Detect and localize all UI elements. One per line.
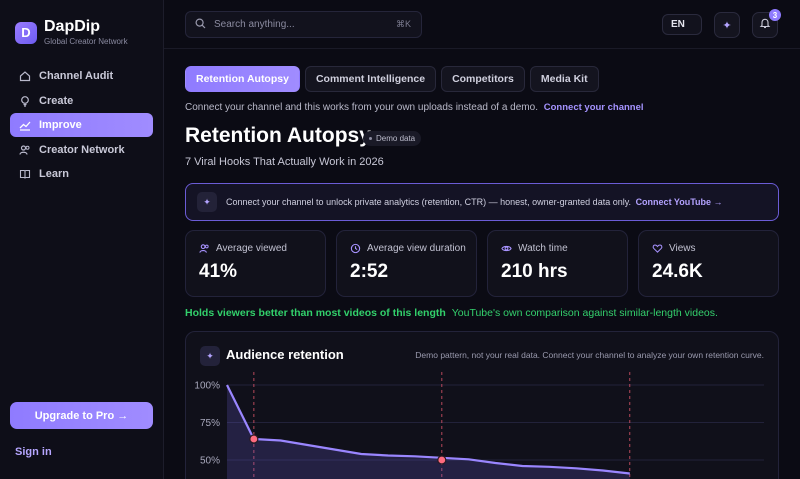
brand[interactable]: D DapDip Global Creator Network: [15, 18, 128, 47]
connect-banner: ✦ Connect your channel to unlock private…: [185, 183, 779, 221]
sidebar: D DapDip Global Creator Network Channel …: [0, 0, 164, 479]
retention-marker: [249, 434, 259, 444]
stats-row: Average viewed 41% Average view duration…: [185, 230, 779, 297]
search-input[interactable]: [214, 19, 384, 30]
search-box[interactable]: ⌘K: [185, 11, 422, 38]
book-icon: [19, 168, 31, 180]
stat-label: Watch time: [518, 243, 568, 254]
tab-bar: Retention Autopsy Comment Intelligence C…: [185, 66, 779, 92]
demo-chip-label: Demo data: [376, 134, 416, 143]
search-shortcut: ⌘K: [395, 19, 411, 29]
stat-card-average-viewed: Average viewed 41%: [185, 230, 326, 297]
retention-marker: [437, 455, 447, 465]
brand-tagline: Global Creator Network: [44, 37, 128, 46]
tab-retention-autopsy[interactable]: Retention Autopsy: [185, 66, 300, 92]
users-icon: [199, 243, 210, 254]
sidebar-item-label: Learn: [39, 168, 69, 181]
sidebar-item-label: Improve: [39, 119, 82, 132]
sidebar-item-improve[interactable]: Improve: [10, 113, 153, 138]
notification-badge: 3: [769, 9, 781, 21]
retention-area: [227, 385, 630, 479]
benchmark-strong: Holds viewers better than most videos of…: [185, 307, 446, 319]
top-bar: ⌘K EN ✦ 3: [164, 0, 800, 49]
sparkle-icon: ✦: [197, 192, 217, 212]
sidebar-nav: Channel Audit Create Improve Creator Net…: [10, 64, 153, 187]
connect-channel-link[interactable]: Connect your channel: [543, 102, 644, 113]
benchmark-note: Holds viewers better than most videos of…: [185, 307, 718, 319]
brand-logo-icon: D: [15, 21, 37, 44]
y-tick-label: 75%: [200, 418, 220, 429]
tab-competitors[interactable]: Competitors: [441, 66, 525, 92]
demo-data-chip: Demo data: [363, 131, 422, 146]
sparkle-icon: ✦: [200, 346, 220, 366]
stat-card-views: Views 24.6K: [638, 230, 779, 297]
stat-card-watch-time: Watch time 210 hrs: [487, 230, 628, 297]
clock-icon: [350, 243, 361, 254]
sidebar-item-channel-audit[interactable]: Channel Audit: [10, 64, 153, 88]
tab-comment-intelligence[interactable]: Comment Intelligence: [304, 66, 437, 92]
retention-chart: 100% 75% 50%: [194, 372, 764, 479]
card-title: Audience retention: [226, 347, 344, 362]
y-tick-label: 50%: [200, 456, 220, 467]
banner-text: Connect your channel to unlock private a…: [226, 197, 632, 207]
brand-name: DapDip: [44, 18, 100, 35]
stat-label: Views: [669, 243, 696, 254]
page-title: Retention Autopsy: [185, 124, 371, 147]
heart-icon: [652, 243, 663, 254]
main-content: Retention Autopsy Comment Intelligence C…: [185, 66, 779, 479]
dot-icon: [369, 137, 372, 140]
sidebar-item-label: Creator Network: [39, 143, 125, 156]
connect-notice-text: Connect your channel and this works from…: [185, 102, 538, 113]
y-tick-label: 100%: [194, 381, 220, 392]
retention-line: [226, 384, 630, 475]
stat-label: Average view duration: [367, 243, 466, 254]
users-icon: [19, 144, 31, 156]
chart-up-icon: [19, 119, 31, 131]
sidebar-item-create[interactable]: Create: [10, 89, 153, 113]
video-title: 7 Viral Hooks That Actually Work in 2026: [185, 156, 384, 168]
sidebar-item-label: Create: [39, 94, 74, 107]
sparkle-icon: ✦: [722, 19, 732, 32]
connect-youtube-link[interactable]: Connect YouTube →: [635, 197, 723, 207]
language-selector[interactable]: EN: [662, 14, 702, 35]
home-icon: [19, 70, 31, 82]
stat-label: Average viewed: [216, 243, 287, 254]
stat-value: 41%: [199, 261, 238, 282]
stat-value: 2:52: [350, 261, 389, 282]
sparkle-button[interactable]: ✦: [714, 12, 740, 38]
stat-value: 210 hrs: [501, 261, 568, 282]
stat-card-average-view-duration: Average view duration 2:52: [336, 230, 477, 297]
tab-media-kit[interactable]: Media Kit: [529, 66, 599, 92]
sidebar-item-creator-network[interactable]: Creator Network: [10, 138, 153, 162]
lightbulb-icon: [19, 95, 31, 107]
eye-icon: [501, 243, 512, 254]
upgrade-button[interactable]: Upgrade to Pro →: [10, 402, 153, 429]
sidebar-item-label: Channel Audit: [39, 70, 114, 82]
search-icon: [195, 16, 206, 34]
bell-icon: [759, 16, 771, 34]
connect-notice: Connect your channel and this works from…: [185, 102, 644, 113]
sidebar-item-learn[interactable]: Learn: [10, 162, 153, 186]
benchmark-detail: YouTube's own comparison against similar…: [451, 307, 718, 319]
sign-in-link[interactable]: Sign in: [15, 446, 52, 458]
audience-retention-card: ✦ Audience retention Demo pattern, not y…: [185, 331, 779, 479]
card-note: Demo pattern, not your real data. Connec…: [415, 350, 764, 360]
stat-value: 24.6K: [652, 261, 703, 282]
